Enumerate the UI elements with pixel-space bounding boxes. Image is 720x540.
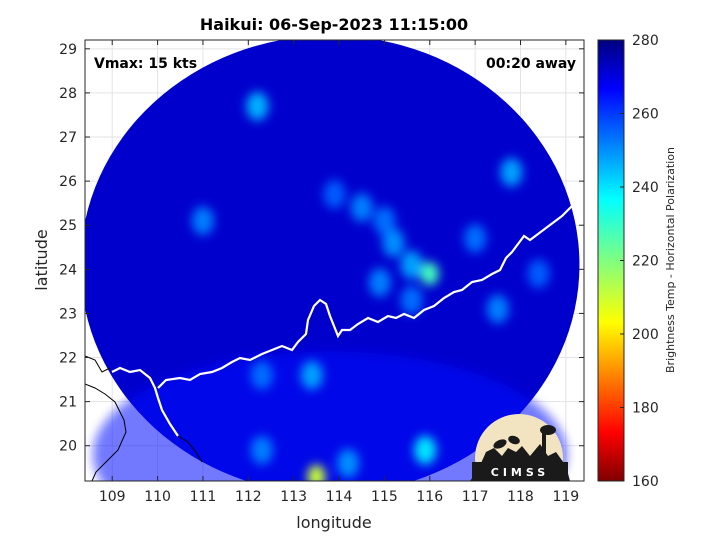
tb-feature <box>323 180 346 209</box>
plot-area <box>85 40 584 481</box>
tb-feature <box>350 193 373 222</box>
tb-feature <box>400 250 423 280</box>
plot-frame <box>84 39 585 482</box>
x-tick-label: 117 <box>462 489 489 505</box>
y-tick-label: 21 <box>59 395 77 411</box>
tb-feature <box>527 259 550 289</box>
chart-title: Haikui: 06-Sep-2023 11:15:00 <box>200 15 468 34</box>
x-ticks: 109 110 111 112 113 114 115 116 117 118 119 <box>99 40 579 505</box>
tb-feature <box>337 449 360 478</box>
x-tick-label: 113 <box>280 489 307 505</box>
tb-feature <box>500 158 523 187</box>
cimss-logo: CIMSS <box>470 414 570 481</box>
colorbar-tick-label: 280 <box>632 33 659 49</box>
tb-feature <box>191 206 214 236</box>
tb-feature <box>382 228 405 258</box>
away-annotation: 00:20 away <box>486 56 576 72</box>
logo-text: CIMSS <box>491 466 549 479</box>
colorbar-label: Brightness Temp - Horizontal Polarizatio… <box>664 147 677 373</box>
tb-feature <box>307 464 326 481</box>
tb-feature <box>300 360 323 390</box>
y-tick-label: 24 <box>59 262 77 278</box>
x-tick-label: 112 <box>235 489 262 505</box>
tb-feature <box>486 294 509 324</box>
y-axis-label: latitude <box>32 229 51 290</box>
colorbar-tick-label: 180 <box>632 401 659 417</box>
tb-feature <box>464 224 487 253</box>
y-tick-label: 22 <box>59 351 77 367</box>
colorbar-tick-label: 240 <box>632 180 659 196</box>
x-tick-label: 119 <box>552 489 579 505</box>
y-tick-label: 28 <box>59 86 77 102</box>
y-tick-label: 23 <box>59 306 77 322</box>
swath-ocean-shade <box>93 351 567 481</box>
tb-feature <box>414 435 437 465</box>
tb-feature <box>246 91 269 121</box>
colorbar: 160 180 200 220 240 260 280 Brightness Temp - … <box>597 33 677 490</box>
colorbar-gradient <box>597 39 625 482</box>
coastline <box>111 199 581 437</box>
swath-layer <box>85 40 580 481</box>
colorbar-tick-label: 260 <box>632 107 659 123</box>
colorbar-ticks: 160 180 200 220 240 260 280 <box>620 33 659 490</box>
colorbar-tick-label: 220 <box>632 254 659 270</box>
colorbar-tick-label: 160 <box>632 474 659 490</box>
x-tick-label: 109 <box>99 489 126 505</box>
x-axis-label: longitude <box>296 513 371 532</box>
tb-feature <box>368 268 391 297</box>
y-ticks: 20 21 22 23 24 25 26 27 28 29 <box>59 42 584 455</box>
x-tick-label: 110 <box>144 489 171 505</box>
x-tick-label: 114 <box>326 489 353 505</box>
colorbar-tick-label: 200 <box>632 327 659 343</box>
feature-layer <box>191 91 550 481</box>
tb-feature <box>373 206 396 236</box>
x-tick-label: 116 <box>416 489 443 505</box>
y-tick-label: 20 <box>59 439 77 455</box>
y-tick-label: 27 <box>59 130 77 146</box>
x-tick-label: 118 <box>507 489 534 505</box>
tb-feature <box>250 360 273 390</box>
tb-feature <box>250 435 273 465</box>
x-tick-label: 111 <box>190 489 217 505</box>
y-tick-label: 29 <box>59 42 77 58</box>
vmax-annotation: Vmax: 15 kts <box>94 56 197 72</box>
x-tick-label: 115 <box>371 489 398 505</box>
y-tick-label: 25 <box>59 218 77 234</box>
y-tick-label: 26 <box>59 174 77 190</box>
tb-feature <box>400 285 423 315</box>
tb-feature <box>420 262 439 286</box>
